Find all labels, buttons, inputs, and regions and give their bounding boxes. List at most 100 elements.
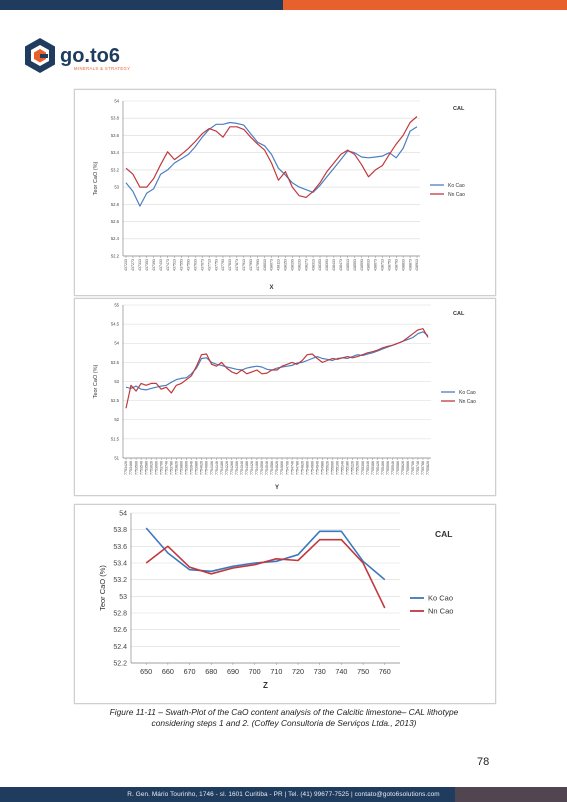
x-tick-label: 438073: [270, 259, 274, 271]
x-tick-label: 700: [249, 667, 261, 676]
y-axis-title: Teor CaO (%): [93, 365, 99, 399]
x-tick-label: 437873: [235, 259, 239, 271]
x-tick-label: 438273: [304, 259, 308, 271]
x-tick-label: 7755466: [381, 461, 385, 475]
x-tick-label: 7755306: [361, 461, 365, 475]
x-tick-label: 7755706: [411, 461, 415, 475]
x-tick-label: 7754866: [305, 461, 309, 475]
y-tick-label: 54.5: [111, 322, 120, 327]
y-tick-label: 53.5: [111, 360, 120, 365]
x-tick-label: 7755106: [336, 461, 340, 475]
x-tick-label: 7754666: [280, 461, 284, 475]
y-tick-label: 52.2: [111, 253, 120, 258]
x-axis-title: Z: [263, 681, 268, 690]
x-tick-label: 437913: [242, 259, 246, 271]
lithotype-label: CAL: [435, 529, 452, 539]
x-tick-label: 7755346: [366, 461, 370, 475]
x-tick-label: 7754906: [310, 461, 314, 475]
x-tick-label: 437313: [138, 259, 142, 271]
y-axis-title: Teor CaO (%): [93, 162, 99, 196]
x-tick-label: 7754066: [205, 461, 209, 475]
legend-label: Ko Cao: [459, 390, 476, 396]
series-line-ko-cao: [125, 331, 429, 391]
x-tick-label: 7755786: [421, 461, 425, 475]
x-tick-label: 7753786: [170, 461, 174, 475]
x-tick-label: 438833: [401, 259, 405, 271]
legend-label: Nn Cao: [428, 607, 453, 616]
x-tick-label: 7754706: [285, 461, 289, 475]
x-tick-label: 437593: [187, 259, 191, 271]
x-tick-label: 7753946: [190, 461, 194, 475]
series-line-nn-cao: [125, 328, 429, 409]
x-tick-label: 7754146: [215, 461, 219, 475]
x-tick-label: 438113: [277, 259, 281, 271]
x-tick-label: 437673: [200, 259, 204, 271]
x-tick-label: 437273: [131, 259, 135, 271]
x-tick-label: 7755026: [326, 461, 330, 475]
x-axis-title: Y: [275, 485, 279, 491]
y-tick-label: 52.4: [111, 236, 120, 241]
x-tick-label: 438793: [394, 259, 398, 271]
x-tick-label: 7753586: [144, 461, 148, 475]
x-tick-label: 7753666: [154, 461, 158, 475]
x-tick-label: 437513: [173, 259, 177, 271]
footer-bar: R. Gen. Mário Tourinho, 1746 - sl. 1601 …: [0, 787, 567, 802]
x-axis-title: X: [269, 285, 273, 291]
y-tick-label: 53.4: [111, 150, 120, 155]
series-line-nn-cao: [145, 538, 386, 609]
y-tick-label: 54: [114, 341, 119, 346]
x-tick-label: 7755826: [426, 461, 430, 475]
x-tick-label: 7754186: [220, 461, 224, 475]
x-tick-label: 7754386: [245, 461, 249, 475]
x-tick-label: 438553: [353, 259, 357, 271]
x-tick-label: 660: [162, 667, 174, 676]
x-tick-label: 438033: [263, 259, 267, 271]
legend-label: Ko Cao: [448, 183, 465, 189]
y-tick-label: 53.2: [113, 577, 127, 584]
x-tick-label: 7755066: [331, 461, 335, 475]
x-tick-label: 740: [335, 667, 347, 676]
x-tick-label: 7754586: [270, 461, 274, 475]
y-tick-label: 51: [114, 455, 119, 460]
lithotype-label: CAL: [453, 106, 465, 112]
x-tick-label: 437233: [124, 259, 128, 271]
y-tick-label: 53.2: [111, 167, 120, 172]
x-tick-label: 7754266: [230, 461, 234, 475]
x-tick-label: 7755626: [401, 461, 405, 475]
x-tick-label: 7755666: [406, 461, 410, 475]
x-tick-label: 7755746: [416, 461, 420, 475]
x-tick-label: 7754506: [260, 461, 264, 475]
top-bar-navy: [0, 0, 283, 10]
x-tick-label: 438593: [360, 259, 364, 271]
x-tick-label: 680: [205, 667, 217, 676]
x-tick-label: 438153: [284, 259, 288, 271]
x-tick-label: 690: [227, 667, 239, 676]
x-tick-label: 438713: [381, 259, 385, 271]
x-tick-label: 730: [314, 667, 326, 676]
company-logo: go.to6 MINERALS & STRATEGY: [25, 38, 130, 73]
x-tick-label: 7754426: [250, 461, 254, 475]
caption-line-1: Figure 11-11 – Swath-Plot of the CaO con…: [109, 707, 459, 717]
x-tick-label: 670: [184, 667, 196, 676]
chart-panel-x: 52.2 52.4 52.6 52.8 53 53.2 53.4 53.6 53.8 54 4372…: [74, 89, 496, 296]
x-tick-label: 7753546: [139, 461, 143, 475]
y-tick-label: 53: [114, 379, 119, 384]
x-tick-label: 7753466: [129, 461, 133, 475]
y-tick-label: 52.5: [111, 398, 120, 403]
x-tick-label: 7755146: [341, 461, 345, 475]
x-tick-label: 437553: [180, 259, 184, 271]
x-tick-label: 438313: [311, 259, 315, 271]
x-tick-label: 7755586: [396, 461, 400, 475]
x-tick-label: 437993: [256, 259, 260, 271]
chart-panel-z: 52.2 52.4 52.6 52.8 53 53.2 53.4 53.6 53.8 54 650 6…: [74, 504, 496, 704]
y-tick-label: 54: [114, 98, 119, 103]
x-tick-label: 7754826: [300, 461, 304, 475]
x-tick-label: 438753: [387, 259, 391, 271]
x-tick-label: 760: [379, 667, 391, 676]
footer-contact: R. Gen. Mário Tourinho, 1746 - sl. 1601 …: [127, 791, 440, 798]
legend-label: Nn Cao: [459, 399, 476, 405]
legend-label: Nn Cao: [448, 192, 465, 198]
y-tick-label: 52: [114, 417, 119, 422]
x-tick-label: 650: [140, 667, 152, 676]
logo-subtext: MINERALS & STRATEGY: [74, 66, 130, 71]
